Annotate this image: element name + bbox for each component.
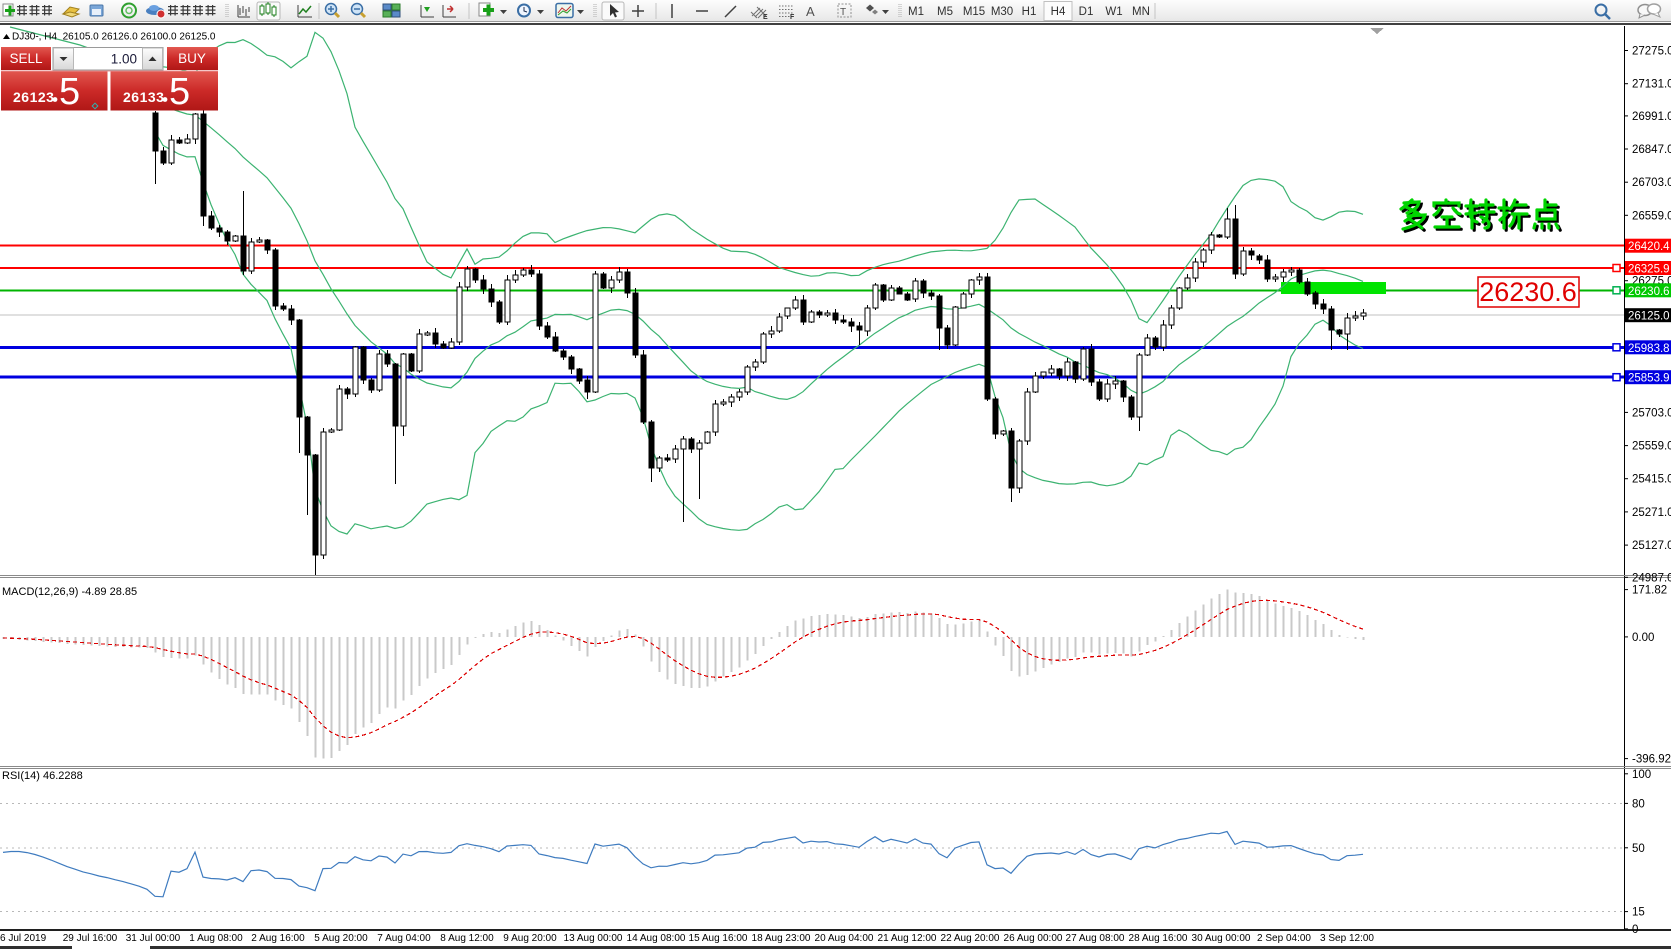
svg-text:H4: H4 [1051,6,1066,18]
svg-text:18 Aug 23:00: 18 Aug 23:00 [752,933,811,944]
svg-text:-396.92: -396.92 [1632,754,1671,766]
svg-text:20 Aug 04:00: 20 Aug 04:00 [815,933,874,944]
svg-text:0.00: 0.00 [1632,632,1654,644]
svg-text:W1: W1 [1105,6,1122,18]
svg-text:5: 5 [59,71,80,113]
svg-text:8 Aug 12:00: 8 Aug 12:00 [440,933,494,944]
svg-text:25271.0: 25271.0 [1632,507,1671,519]
svg-text:2 Sep 04:00: 2 Sep 04:00 [1257,933,1311,944]
svg-text:26559.0: 26559.0 [1632,210,1671,222]
svg-text:15 Aug 16:00: 15 Aug 16:00 [689,933,748,944]
svg-text:27131.0: 27131.0 [1632,79,1671,91]
svg-text:M30: M30 [991,6,1013,18]
svg-text:E: E [763,14,768,21]
svg-text:28 Aug 16:00: 28 Aug 16:00 [1129,933,1188,944]
svg-text:0: 0 [1632,924,1638,936]
svg-text:26230.6: 26230.6 [1628,286,1670,298]
svg-text:29 Jul 16:00: 29 Jul 16:00 [63,933,118,944]
svg-text:2 Aug 16:00: 2 Aug 16:00 [251,933,305,944]
svg-text:9 Aug 20:00: 9 Aug 20:00 [503,933,557,944]
svg-text:26325.9: 26325.9 [1628,264,1670,276]
svg-text:M15: M15 [963,6,985,18]
svg-text:1.00: 1.00 [111,52,137,67]
svg-text:M5: M5 [937,6,953,18]
svg-text:21 Aug 12:00: 21 Aug 12:00 [878,933,937,944]
svg-text:26230.6: 26230.6 [1479,277,1577,307]
svg-text:MACD(12,26,9) -4.89 28.85: MACD(12,26,9) -4.89 28.85 [2,586,137,598]
svg-text:26420.4: 26420.4 [1628,241,1670,253]
svg-text:26847.0: 26847.0 [1632,144,1671,156]
svg-text:5 Aug 20:00: 5 Aug 20:00 [314,933,368,944]
svg-text:31 Jul 00:00: 31 Jul 00:00 [126,933,181,944]
svg-text:3 Sep 12:00: 3 Sep 12:00 [1320,933,1374,944]
svg-text:25703.0: 25703.0 [1632,407,1671,419]
svg-text:22 Aug 20:00: 22 Aug 20:00 [941,933,1000,944]
svg-text:M1: M1 [908,6,924,18]
svg-text:15: 15 [1632,907,1645,919]
svg-text:BUY: BUY [178,51,206,66]
svg-text:7 Aug 04:00: 7 Aug 04:00 [377,933,431,944]
svg-text:RSI(14) 46.2288: RSI(14) 46.2288 [2,770,83,782]
svg-text:50: 50 [1632,843,1645,855]
svg-text:A: A [806,4,815,19]
svg-text:27275.0: 27275.0 [1632,46,1671,58]
svg-text:25559.0: 25559.0 [1632,441,1671,453]
svg-text:26133: 26133 [123,89,164,105]
svg-text:1 Aug 08:00: 1 Aug 08:00 [189,933,243,944]
svg-text:D1: D1 [1079,6,1094,18]
svg-text:5: 5 [169,71,190,113]
svg-text:100: 100 [1632,769,1651,781]
svg-text:T: T [840,7,846,18]
svg-text:24987.0: 24987.0 [1632,572,1671,584]
svg-text:26991.0: 26991.0 [1632,111,1671,123]
svg-text:14 Aug 08:00: 14 Aug 08:00 [627,933,686,944]
svg-text:30 Aug 00:00: 30 Aug 00:00 [1192,933,1251,944]
svg-text:F: F [790,14,795,21]
svg-text:26123: 26123 [13,89,54,105]
svg-text:27 Aug 08:00: 27 Aug 08:00 [1066,933,1125,944]
svg-text:13 Aug 00:00: 13 Aug 00:00 [564,933,623,944]
svg-text:80: 80 [1632,798,1645,810]
svg-text:25853.9: 25853.9 [1628,373,1670,385]
svg-text:25983.8: 25983.8 [1628,343,1670,355]
svg-text:H1: H1 [1022,6,1037,18]
svg-text:6 Jul 2019: 6 Jul 2019 [0,933,47,944]
svg-text:25127.0: 25127.0 [1632,540,1671,552]
svg-text:25415.0: 25415.0 [1632,474,1671,486]
svg-text:171.82: 171.82 [1632,585,1667,597]
svg-text:DJ30-, H4 26105.0 26126.0 261: DJ30-, H4 26105.0 26126.0 26100.0 26125.… [12,32,216,43]
svg-text:26703.0: 26703.0 [1632,177,1671,189]
svg-text:26 Aug 00:00: 26 Aug 00:00 [1004,933,1063,944]
svg-text:26125.0: 26125.0 [1628,311,1670,323]
svg-text:SELL: SELL [9,51,43,66]
svg-text:MN: MN [1132,6,1150,18]
